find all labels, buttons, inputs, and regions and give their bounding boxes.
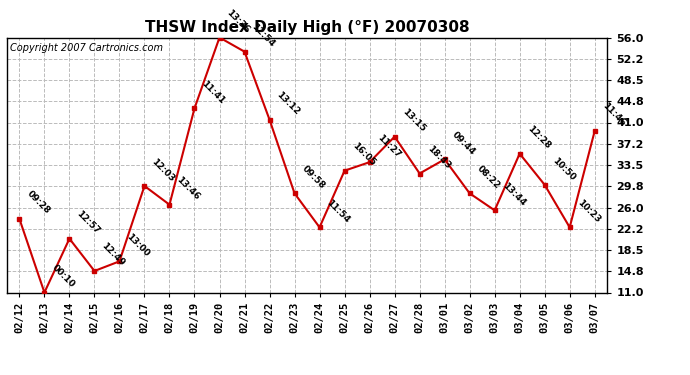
- Text: 13:36: 13:36: [225, 8, 252, 35]
- Text: 10:23: 10:23: [575, 198, 602, 225]
- Text: 11:27: 11:27: [375, 133, 402, 159]
- Text: 13:44: 13:44: [500, 181, 527, 207]
- Text: 13:15: 13:15: [400, 107, 426, 134]
- Text: 09:28: 09:28: [25, 189, 52, 216]
- Text: 16:05: 16:05: [350, 141, 377, 168]
- Text: 18:43: 18:43: [425, 144, 452, 171]
- Text: 00:10: 00:10: [50, 263, 77, 290]
- Text: 12:57: 12:57: [75, 209, 101, 236]
- Text: 13:12: 13:12: [275, 90, 302, 117]
- Title: THSW Index Daily High (°F) 20070308: THSW Index Daily High (°F) 20070308: [145, 20, 469, 35]
- Text: 12:28: 12:28: [525, 124, 552, 151]
- Text: 12:54: 12:54: [250, 22, 277, 49]
- Text: 12:49: 12:49: [100, 242, 127, 268]
- Text: 11:46: 11:46: [600, 102, 627, 128]
- Text: 12:03: 12:03: [150, 157, 177, 183]
- Text: 11:54: 11:54: [325, 198, 352, 225]
- Text: 08:22: 08:22: [475, 164, 502, 190]
- Text: 11:41: 11:41: [200, 79, 227, 105]
- Text: 09:58: 09:58: [300, 164, 326, 190]
- Text: 13:00: 13:00: [125, 232, 151, 258]
- Text: 13:46: 13:46: [175, 175, 201, 202]
- Text: 09:44: 09:44: [450, 130, 477, 156]
- Text: 10:50: 10:50: [550, 156, 577, 182]
- Text: Copyright 2007 Cartronics.com: Copyright 2007 Cartronics.com: [10, 43, 163, 52]
